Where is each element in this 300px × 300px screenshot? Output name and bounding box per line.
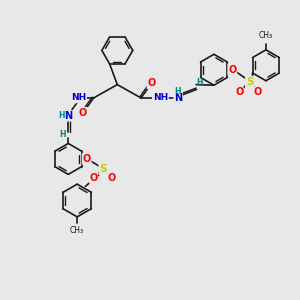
Text: H: H (196, 78, 203, 87)
Text: O: O (254, 87, 262, 97)
Text: O: O (147, 78, 156, 88)
Text: S: S (99, 164, 107, 174)
Text: O: O (235, 87, 243, 97)
Text: NH: NH (153, 94, 168, 103)
Text: H: H (60, 130, 66, 139)
Text: O: O (79, 108, 87, 118)
Text: O: O (228, 65, 236, 75)
Text: O: O (89, 173, 98, 183)
Text: O: O (107, 173, 116, 183)
Text: N: N (174, 93, 182, 103)
Text: N: N (64, 111, 72, 121)
Text: H: H (174, 87, 181, 96)
Text: S: S (246, 76, 253, 87)
Text: O: O (82, 154, 91, 164)
Text: CH₃: CH₃ (259, 31, 273, 40)
Text: H: H (58, 111, 65, 120)
Text: NH: NH (71, 94, 86, 103)
Text: CH₃: CH₃ (70, 226, 84, 236)
